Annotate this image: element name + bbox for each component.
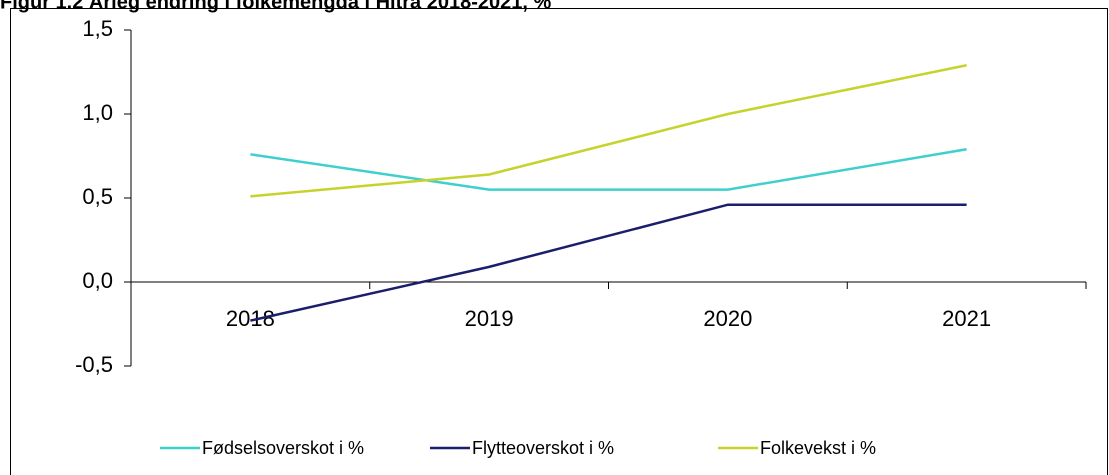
legend-label: Flytteoverskot i % [472, 438, 614, 458]
y-tick-label: 1,0 [82, 100, 113, 125]
x-tick-label: 2018 [226, 306, 275, 331]
series-line [250, 148, 967, 191]
chart-border [10, 8, 1108, 475]
x-tick-label: 2021 [942, 306, 991, 331]
chart-title: Figur 1.2 Årleg endring i folkemengda i … [0, 0, 551, 13]
legend-label: Fødselsoverskot i % [202, 438, 364, 458]
y-tick-label: 0,5 [82, 184, 113, 209]
title-bg [0, 0, 1109, 6]
y-tick-label: 0,0 [82, 268, 113, 293]
series-line [250, 203, 967, 322]
y-tick-label: 1,5 [82, 16, 113, 41]
x-tick-label: 2019 [465, 306, 514, 331]
x-tick-label: 2020 [703, 306, 752, 331]
y-tick-label: -0,5 [75, 352, 113, 377]
series-line [250, 64, 967, 198]
legend-label: Folkevekst i % [760, 438, 876, 458]
